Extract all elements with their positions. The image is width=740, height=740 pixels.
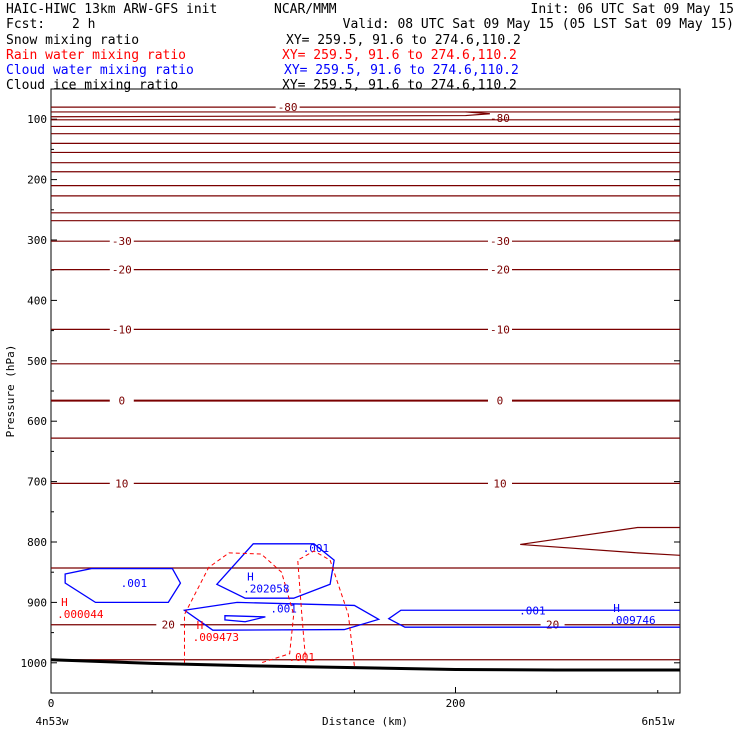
init-time: Init: 06 UTC Sat 09 May 15 bbox=[531, 2, 735, 17]
cloud-water-label: .001 bbox=[121, 577, 148, 590]
rain-water-contour bbox=[183, 552, 295, 664]
isotherm-label: -20 bbox=[112, 264, 132, 277]
isotherm-label: 20 bbox=[162, 619, 175, 632]
isotherm-label-bg bbox=[109, 263, 134, 275]
maximum-value: .000044 bbox=[57, 608, 104, 621]
y-tick-label: 300 bbox=[27, 234, 47, 247]
maximum-value: .009746 bbox=[609, 614, 655, 627]
isotherm-label-bg bbox=[109, 394, 134, 406]
isotherm-label: 10 bbox=[493, 477, 506, 490]
x-axis-title: Distance (km) bbox=[322, 715, 408, 728]
maximum-marker: H bbox=[247, 571, 254, 584]
field-xy-cloud-ice: XY= 259.5, 91.6 to 274.6,110.2 bbox=[282, 78, 517, 93]
model-title: HAIC-HIWC 13km ARW-GFS init bbox=[6, 2, 217, 17]
y-axis-title: Pressure (hPa) bbox=[4, 345, 17, 438]
isotherm-label-bg bbox=[487, 235, 512, 247]
isotherm-label: 0 bbox=[118, 395, 125, 408]
maximum-value: .009473 bbox=[193, 631, 239, 644]
maximum-value: .202058 bbox=[243, 583, 289, 596]
x-start-label: 4n53w bbox=[35, 715, 68, 728]
y-tick-label: 400 bbox=[27, 294, 47, 307]
field-xy-snow: XY= 259.5, 91.6 to 274.6,110.2 bbox=[286, 33, 521, 48]
maximum-marker: H bbox=[61, 596, 68, 609]
maximum-marker: H bbox=[613, 602, 620, 615]
x-end-label: 6n51w bbox=[641, 715, 674, 728]
cloud-water-contour bbox=[64, 567, 182, 604]
cloud-water-contour bbox=[224, 615, 266, 623]
isotherm-label: 0 bbox=[497, 395, 504, 408]
rain-water-contour bbox=[297, 550, 355, 666]
x-tick-label: 0 bbox=[48, 697, 55, 710]
isotherm-label-bg bbox=[487, 477, 512, 489]
fcst-value: 2 h bbox=[72, 17, 95, 32]
isotherm-label-bg bbox=[156, 618, 181, 630]
isotherm-label-bg bbox=[109, 235, 134, 247]
isotherm-label: -20 bbox=[490, 264, 510, 277]
isotherm-label: -30 bbox=[490, 235, 510, 248]
field-name-cloud-ice: Cloud ice mixing ratio bbox=[6, 78, 178, 93]
isotherm-label: 20 bbox=[546, 619, 559, 632]
fcst-label: Fcst: bbox=[6, 17, 45, 32]
y-tick-label: 1000 bbox=[21, 657, 48, 670]
isotherm-wedge bbox=[520, 526, 681, 556]
y-tick-label: 200 bbox=[27, 174, 47, 187]
field-xy-cloud-water: XY= 259.5, 91.6 to 274.6,110.2 bbox=[284, 63, 519, 78]
y-tick-label: 100 bbox=[27, 113, 47, 126]
field-name-cloud-water: Cloud water mixing ratio bbox=[6, 63, 194, 78]
y-tick-label: 800 bbox=[27, 536, 47, 549]
isotherm-label-bg bbox=[275, 101, 300, 113]
terrain-line bbox=[50, 658, 680, 672]
isotherm-label: -30 bbox=[112, 235, 132, 248]
isotherm-wedge bbox=[50, 111, 490, 118]
cloud-water-contour bbox=[215, 543, 335, 599]
y-tick-label: 900 bbox=[27, 596, 47, 609]
cloud-water-label: .001 bbox=[303, 542, 330, 555]
cloud-water-label: .001 bbox=[519, 604, 546, 617]
y-tick-label: 600 bbox=[27, 415, 47, 428]
field-xy-rain: XY= 259.5, 91.6 to 274.6,110.2 bbox=[282, 48, 517, 63]
isotherm-label-bg bbox=[540, 618, 565, 630]
field-name-rain: Rain water mixing ratio bbox=[6, 48, 186, 63]
field-name-snow: Snow mixing ratio bbox=[6, 33, 139, 48]
cloud-water-contour bbox=[182, 601, 381, 631]
isotherm-label: -10 bbox=[112, 323, 132, 336]
isotherm-label: -80 bbox=[490, 112, 510, 125]
isotherm-label-bg bbox=[109, 477, 134, 489]
isotherm-label-bg bbox=[487, 263, 512, 275]
y-tick-label: 500 bbox=[27, 355, 47, 368]
x-tick-label: 200 bbox=[446, 697, 466, 710]
maximum-marker: H bbox=[197, 619, 204, 632]
isotherm-label: 10 bbox=[115, 477, 128, 490]
y-tick-label: 700 bbox=[27, 476, 47, 489]
cloud-water-label: .001 bbox=[270, 602, 297, 615]
isotherm-label-bg bbox=[487, 323, 512, 335]
valid-time: Valid: 08 UTC Sat 09 May 15 (05 LST Sat … bbox=[343, 17, 734, 32]
org-label: NCAR/MMM bbox=[274, 2, 337, 17]
isotherm-label-bg bbox=[487, 111, 512, 123]
isotherm-label-bg bbox=[487, 394, 512, 406]
isotherm-label: -80 bbox=[278, 101, 298, 114]
isotherm-label: -10 bbox=[490, 323, 510, 336]
cloud-water-contour bbox=[387, 609, 680, 628]
rain-water-label: .001 bbox=[289, 651, 316, 664]
isotherm-label-bg bbox=[109, 323, 134, 335]
